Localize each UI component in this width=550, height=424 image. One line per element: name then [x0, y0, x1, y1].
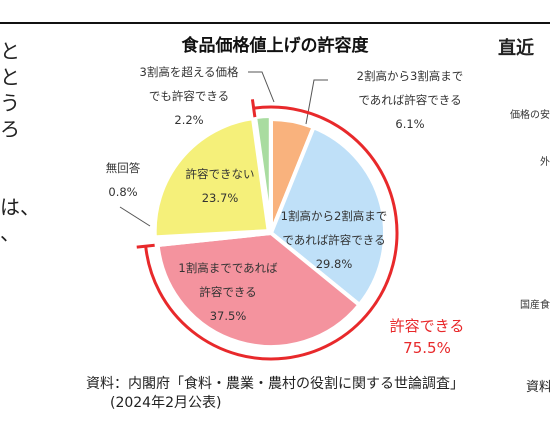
- left-text-line: と: [0, 65, 20, 89]
- slice-value-label: 29.8%: [316, 257, 353, 271]
- slice-category-label: 1割高から2割高まで: [281, 209, 388, 223]
- leader-line-20-30: [305, 79, 328, 125]
- left-text-line: と: [0, 39, 20, 63]
- chart-title: 食品価格値上げの許容度: [182, 35, 370, 56]
- top-divider: [0, 22, 550, 24]
- slice-value-label: 37.5%: [210, 309, 247, 323]
- right-panel-source: 資料: [526, 380, 550, 395]
- slice-10-20-percent: [269, 125, 387, 307]
- slice-not-acceptable: [152, 116, 271, 240]
- acceptable-total-label: 許容できる: [390, 317, 465, 335]
- slice-category-label: 無回答: [106, 161, 141, 175]
- slice-category-label: 2割高から3割高まで: [357, 69, 464, 83]
- left-text-line: ろ: [0, 117, 20, 141]
- acceptable-bracket-tick: [136, 243, 155, 249]
- slice-up-to-10-percent: [155, 231, 362, 349]
- left-text-line: は、: [0, 195, 34, 219]
- slice-category-label: 3割高を超える価格: [140, 65, 239, 79]
- slice-value-label: 2.2%: [174, 113, 203, 127]
- leader-line-no-answer: [119, 206, 151, 227]
- slice-over-30-percent: [253, 114, 273, 233]
- right-panel-label: 外: [540, 157, 550, 168]
- slice-value-label: 6.1%: [395, 117, 424, 131]
- slice-category-label: 許容できない: [186, 167, 255, 181]
- source-line: (2024年2月公表): [110, 395, 222, 411]
- slice-category-label: 1割高までであれば: [178, 261, 278, 275]
- source-note: 資料：内閣府「食料・農業・農村の役割に関する世論調査」 (2024年2月公表): [86, 375, 464, 413]
- slice-no-answer: [155, 231, 273, 247]
- slice-value-label: 23.7%: [202, 191, 239, 205]
- left-text-line: う: [0, 91, 20, 115]
- left-text-line: 、: [0, 221, 20, 245]
- slice-category-label: であれば許容できる: [282, 233, 385, 247]
- slice-category-label: でも許容できる: [149, 89, 229, 103]
- slice-category-label: 許容できる: [199, 285, 256, 299]
- acceptable-total-value: 75.5%: [403, 339, 451, 357]
- right-panel-label: 価格の安: [510, 110, 550, 121]
- slice-value-label: 0.8%: [108, 185, 137, 199]
- right-panel-label: 国産食: [520, 300, 550, 311]
- acceptable-bracket-arc: [144, 105, 399, 361]
- slice-category-label: であれば許容できる: [358, 93, 461, 107]
- source-line: 資料：内閣府「食料・農業・農村の役割に関する世論調査」: [86, 376, 464, 392]
- acceptable-bracket-tick: [250, 99, 257, 118]
- leader-line-over-30: [248, 71, 275, 103]
- right-panel-title: 直近: [498, 38, 534, 59]
- left-text-column: と と う ろ は、 、: [0, 38, 34, 246]
